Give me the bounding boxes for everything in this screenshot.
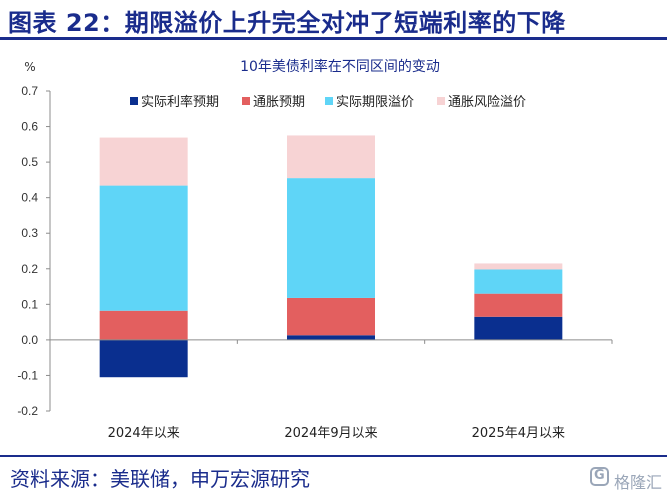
y-tick-label: -0.2 <box>17 404 38 418</box>
x-axis: 2024年以来 2024年9月以来 2025年4月以来 <box>49 339 613 441</box>
x-category-label: 2024年以来 <box>108 426 180 441</box>
y-tick-label: 0.4 <box>21 191 38 205</box>
bar-segment <box>287 297 375 336</box>
y-tick-label: 0.3 <box>21 226 38 240</box>
legend-label: 实际利率预期 <box>141 94 219 110</box>
figure-title: 图表 22：期限溢价上升完全对冲了短端利率的下降 <box>8 9 566 37</box>
legend-label: 通胀风险溢价 <box>448 95 526 110</box>
x-category-label: 2024年9月以来 <box>284 426 377 441</box>
bar-segment <box>287 335 375 340</box>
y-tick-label: 0.7 <box>21 84 38 98</box>
legend-swatch <box>325 97 333 105</box>
y-axis-unit: % <box>24 60 35 74</box>
stacked-bar-chart: 10年美债利率在不同区间的变动 % 实际利率预期 通胀预期 实际期限溢价 通胀风险溢价… <box>17 58 613 441</box>
glh-logo-icon: G <box>590 467 609 486</box>
bar-segment <box>99 185 188 311</box>
header-rule <box>0 37 667 40</box>
bar-segment <box>287 135 375 179</box>
bar-segment <box>474 316 563 340</box>
y-axis: -0.2 -0.1 0.0 0.1 0.2 0.3 0.4 0.5 0.6 0.7 <box>17 84 51 418</box>
bar-segment <box>287 178 375 298</box>
legend-swatch <box>437 97 445 105</box>
bar-segment <box>99 310 188 340</box>
y-tick-label: 0.2 <box>21 262 38 276</box>
bar-segment <box>99 137 188 186</box>
y-tick-label: 0.6 <box>21 120 38 134</box>
legend-swatch <box>130 97 138 105</box>
footer-rule <box>0 455 667 457</box>
legend-swatch <box>242 97 250 105</box>
bar-segment <box>474 293 563 317</box>
legend: 实际利率预期 通胀预期 实际期限溢价 通胀风险溢价 <box>130 94 526 110</box>
bars <box>99 135 563 378</box>
watermark-text: 格隆汇 <box>614 473 663 492</box>
watermark: G 格隆汇 <box>590 466 662 492</box>
watermark-mark-letter: G <box>594 468 605 483</box>
y-tick-label: 0.5 <box>21 155 38 169</box>
y-tick-label: 0.0 <box>21 333 38 347</box>
chart-title: 10年美债利率在不同区间的变动 <box>240 58 440 75</box>
y-tick-label: 0.1 <box>21 297 38 311</box>
y-tick-label: -0.1 <box>17 368 38 382</box>
legend-label: 实际期限溢价 <box>336 95 414 110</box>
header: 图表 22：期限溢价上升完全对冲了短端利率的下降 <box>0 0 667 40</box>
bar-segment <box>474 269 563 294</box>
source-note: 资料来源：美联储，申万宏源研究 <box>10 467 310 491</box>
x-category-label: 2025年4月以来 <box>472 426 565 441</box>
legend-label: 通胀预期 <box>253 95 305 110</box>
bar-segment <box>474 263 563 270</box>
bar-segment <box>99 339 188 378</box>
